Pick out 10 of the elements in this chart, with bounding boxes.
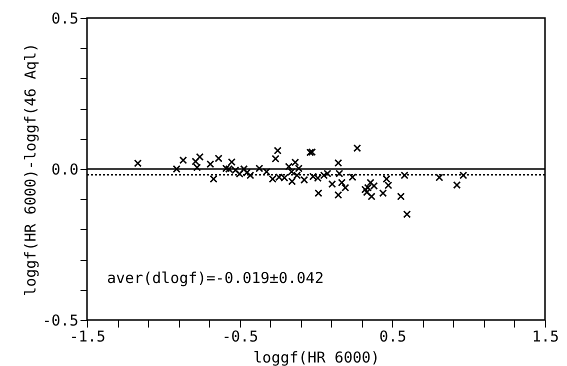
- x-axis-title: loggf(HR 6000): [253, 348, 380, 366]
- y-axis-title: loggf(HR 6000)-loggf(46 Aql): [21, 43, 40, 296]
- x-tick-label: 0.5: [379, 328, 406, 346]
- y-tick-label: 0.0: [51, 160, 78, 178]
- annotation: aver(dlogf)=-0.019±0.042: [107, 269, 324, 287]
- x-tick-label: 1.5: [532, 328, 560, 346]
- x-tick-label: -1.5: [69, 328, 106, 346]
- x-tick-label: -0.5: [222, 328, 258, 346]
- y-tick-label: 0.5: [51, 10, 78, 28]
- y-tick-label: -0.5: [42, 312, 78, 330]
